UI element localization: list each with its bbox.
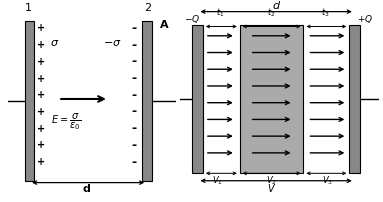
Bar [142, 21, 152, 181]
Text: $V_1$: $V_1$ [213, 174, 223, 187]
Text: 1: 1 [25, 3, 31, 14]
Text: +: + [37, 90, 46, 100]
Text: -: - [131, 139, 137, 152]
Text: d: d [83, 184, 91, 195]
Text: -: - [131, 156, 137, 169]
Text: +: + [37, 140, 46, 150]
Text: +: + [37, 74, 46, 84]
Text: -: - [131, 105, 137, 119]
Text: -: - [131, 22, 137, 35]
Text: +: + [37, 157, 46, 167]
Text: -: - [131, 39, 137, 52]
Text: +: + [37, 57, 46, 67]
Text: $-\sigma$: $-\sigma$ [103, 38, 121, 48]
Text: -: - [131, 55, 137, 68]
Text: -: - [131, 89, 137, 102]
Text: -: - [131, 122, 137, 135]
Text: +: + [37, 124, 46, 134]
Text: +: + [37, 40, 46, 50]
Text: A: A [160, 20, 169, 30]
Bar [240, 25, 303, 173]
Text: $t_1$: $t_1$ [216, 7, 224, 19]
Text: +: + [37, 107, 46, 117]
Text: d: d [272, 1, 279, 11]
Text: $V_2$: $V_2$ [266, 174, 277, 187]
Text: -: - [131, 72, 137, 85]
Bar [192, 25, 203, 173]
Text: $V$: $V$ [267, 182, 276, 194]
Text: $t_3$: $t_3$ [321, 7, 330, 19]
Text: $\sigma$: $\sigma$ [50, 38, 59, 48]
Bar [25, 21, 34, 181]
Text: $+Q$: $+Q$ [357, 13, 373, 25]
Text: 2: 2 [144, 3, 151, 14]
Bar [349, 25, 360, 173]
Text: $t_2$: $t_2$ [267, 7, 276, 19]
Text: $-Q$: $-Q$ [184, 13, 200, 25]
Text: $E=\dfrac{\sigma}{\varepsilon_0}$: $E=\dfrac{\sigma}{\varepsilon_0}$ [51, 111, 82, 132]
Text: +: + [37, 23, 46, 33]
Text: $V_3$: $V_3$ [322, 174, 333, 187]
